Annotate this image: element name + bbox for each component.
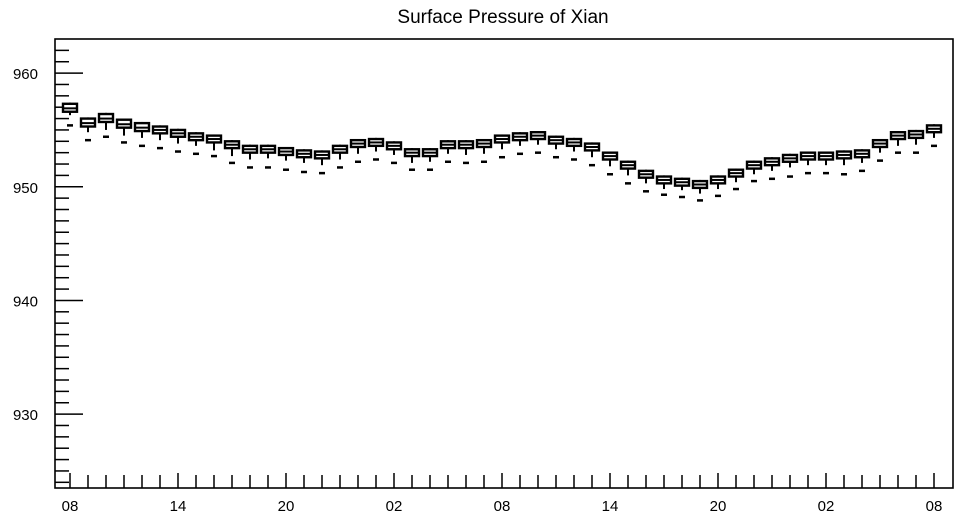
- x-tick-label: 20: [278, 498, 295, 515]
- box-item: [421, 148, 439, 171]
- y-tick-label: 940: [13, 293, 38, 310]
- box-item: [97, 112, 115, 139]
- box-item: [403, 148, 421, 171]
- x-tick-label: 08: [62, 498, 79, 515]
- box-item: [853, 149, 871, 173]
- box-item: [583, 142, 601, 167]
- box-item: [331, 144, 349, 169]
- box-item: [691, 179, 709, 202]
- x-tick-label: 02: [818, 498, 835, 515]
- x-tick-label: 08: [494, 498, 511, 515]
- y-axis: 930 940 950 960: [13, 49, 83, 484]
- box-item: [511, 132, 529, 156]
- box-item: [655, 175, 673, 196]
- x-tick-label: 14: [170, 498, 187, 515]
- box-item: [133, 121, 151, 148]
- box-item: [799, 151, 817, 175]
- box-item: [565, 137, 583, 161]
- box-item: [817, 151, 835, 175]
- box-item: [385, 141, 403, 165]
- box-item: [295, 149, 313, 174]
- box-item: [673, 177, 691, 199]
- box-item: [439, 140, 457, 164]
- box-item: [925, 124, 943, 148]
- box-item: [367, 137, 385, 161]
- box-item: [529, 131, 547, 154]
- box-item: [259, 144, 277, 169]
- box-item: [151, 125, 169, 150]
- box-series: [61, 102, 943, 202]
- box-item: [241, 144, 259, 169]
- box-item: [169, 128, 187, 153]
- plot-frame: [54, 38, 954, 489]
- box-item: [745, 160, 763, 183]
- box-item: [205, 134, 223, 158]
- box-item: [763, 157, 781, 181]
- box-item: [457, 140, 475, 165]
- box-item: [547, 135, 565, 159]
- box-item: [313, 150, 331, 175]
- y-tick-label: 960: [13, 66, 38, 83]
- box-item: [619, 160, 637, 185]
- box-item: [277, 146, 295, 171]
- box-item: [907, 129, 925, 154]
- box-item: [223, 140, 241, 165]
- box-item: [781, 153, 799, 178]
- box-item: [637, 169, 655, 193]
- box-item: [61, 102, 79, 127]
- y-tick-label: 950: [13, 180, 38, 197]
- chart-title: Surface Pressure of Xian: [397, 7, 608, 28]
- box-item: [727, 168, 745, 191]
- box-item: [349, 138, 367, 164]
- box-item: [709, 175, 727, 198]
- x-tick-label: 08: [926, 498, 943, 515]
- y-tick-label: 930: [13, 407, 38, 424]
- x-tick-label: 14: [602, 498, 619, 515]
- box-item: [889, 131, 907, 154]
- box-item: [871, 138, 889, 162]
- box-item: [79, 117, 97, 142]
- x-tick-label: 02: [386, 498, 403, 515]
- x-axis: 08 14 20 02 08 14 20 02 08: [62, 473, 943, 515]
- box-item: [601, 151, 619, 176]
- x-tick-label: 20: [710, 498, 727, 515]
- box-item: [835, 150, 853, 176]
- box-item: [115, 118, 133, 144]
- box-item: [187, 132, 205, 156]
- box-item: [493, 134, 511, 159]
- box-item: [475, 138, 493, 164]
